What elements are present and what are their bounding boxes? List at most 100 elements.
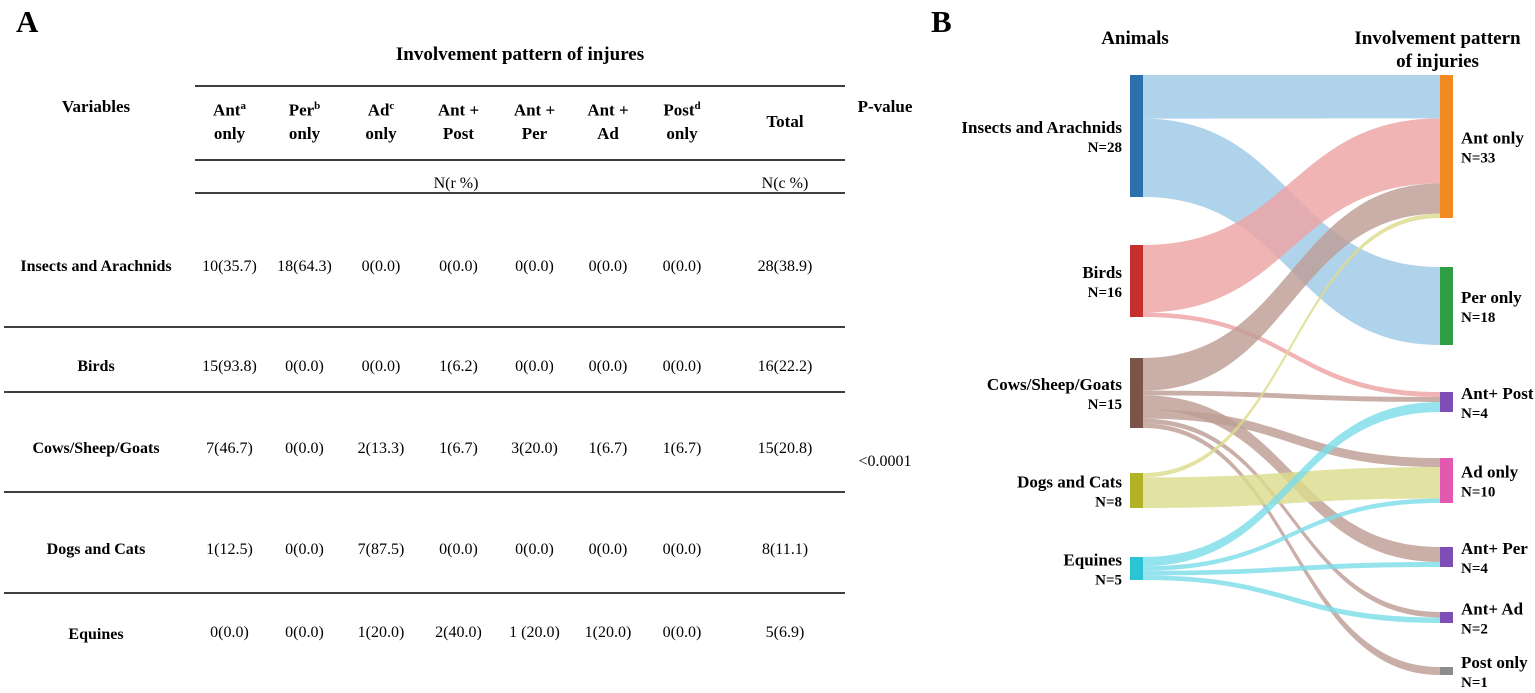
cell: 0(0.0) [285, 440, 324, 457]
row-label: Cows/Sheep/Goats [32, 440, 160, 457]
cell: 0(0.0) [285, 624, 324, 641]
cell: 0(0.0) [588, 540, 628, 558]
cell: 0(0.0) [662, 357, 702, 375]
sankey-node-ant_only [1440, 75, 1453, 218]
sankey-flow-cows-ant_only [1143, 183, 1440, 391]
sankey-node-ant_post [1440, 392, 1453, 412]
col-header-ant-per: Ant + Per [513, 100, 556, 143]
table-row-cows: Cows/Sheep/Goats 7(46.7) 0(0.0) 2(13.3) … [0, 399, 920, 499]
sankey-right-header-line2: of injuries [1396, 51, 1479, 72]
cell: 0(0.0) [361, 258, 401, 275]
sankey-right-header: Involvement pattern of injuries [1340, 27, 1535, 73]
unit-nr: N(r %) [433, 174, 479, 192]
row-label: Birds [77, 357, 115, 375]
table-header-row: Variables Anta only Perb only Adc only Ant … [0, 85, 920, 167]
sankey-node-equines [1130, 557, 1143, 580]
cell: 0(0.0) [662, 624, 702, 641]
col-header-pvalue: P-value [857, 97, 913, 116]
sankey-count-equines: N=5 [1095, 573, 1122, 589]
cell: 2(13.3) [357, 440, 405, 457]
cell: 0(0.0) [285, 540, 324, 558]
cell: 1(6.7) [662, 440, 702, 457]
cell-total: 5(6.9) [765, 624, 805, 641]
sankey-count-per_only: N=18 [1461, 310, 1495, 326]
sankey-count-ant_post: N=4 [1461, 406, 1488, 422]
cell-total: 15(20.8) [757, 440, 813, 457]
panel-a-label: A [16, 4, 39, 39]
cell: 1(6.7) [588, 440, 628, 457]
cell: 0(0.0) [439, 540, 478, 558]
sankey-flow-insects-ant_only [1143, 75, 1440, 119]
col-header-ant-post: Ant + Post [437, 100, 480, 143]
sankey-node-per_only [1440, 267, 1453, 345]
cell: 18(64.3) [277, 258, 332, 275]
table-row-birds: Birds 15(93.8) 0(0.0) 0(0.0) 1(6.2) 0(0.… [0, 334, 920, 399]
sankey-count-insects: N=28 [1088, 140, 1122, 156]
rule-row-2 [4, 391, 845, 393]
col-header-per-only: Perb only [288, 100, 321, 143]
injury-pattern-table: Variables Anta only Perb only Adc only Ant … [0, 85, 920, 693]
sankey-node-insects [1130, 75, 1143, 197]
cell: 10(35.7) [202, 258, 257, 275]
sankey-label-birds: Birds [1082, 263, 1122, 282]
row-label: Dogs and Cats [46, 540, 146, 558]
sankey-node-birds [1130, 245, 1143, 317]
sankey-flow-dogs-ant_only [1143, 213, 1440, 478]
col-header-post-only: Postd only [663, 100, 701, 143]
sankey-flow-cows-ad_only [1143, 409, 1440, 467]
variables-header: Variables [61, 97, 131, 116]
sankey-node-dogs [1130, 473, 1143, 508]
cell: 0(0.0) [439, 258, 478, 275]
sankey-diagram: Insects and Arachnids N=28 Birds N=16 Cows/S… [961, 75, 1534, 691]
cell: 1(6.7) [439, 440, 478, 457]
cell: 0(0.0) [662, 258, 702, 275]
rule-row-4 [4, 592, 845, 594]
sankey-node-ant_per [1440, 547, 1453, 567]
table-row-dogs: Dogs and Cats 1(12.5) 0(0.0) 7(87.5) 0(0… [0, 499, 920, 600]
sankey-flow-equines-ant_per [1143, 562, 1440, 576]
sankey-flow-equines-ant_ad [1143, 575, 1440, 623]
sankey-flow-birds-ant_post [1143, 312, 1440, 397]
cell: 1(12.5) [206, 540, 253, 558]
sankey-label-ant_post: Ant+ Post [1461, 384, 1534, 403]
sankey-count-dogs: N=8 [1095, 495, 1122, 511]
sankey-label-ant_ad: Ant+ Ad [1461, 600, 1524, 619]
sankey-flow-cows-ant_post [1143, 390, 1440, 402]
sankey-label-insects: Insects and Arachnids [961, 118, 1122, 137]
row-label: Equines [68, 626, 124, 643]
sankey-count-ant_ad: N=2 [1461, 622, 1488, 638]
sankey-node-ant_ad [1440, 612, 1453, 623]
cell: 1(20.0) [357, 624, 405, 641]
sankey-node-post_only [1440, 667, 1453, 675]
sankey-flow-cows-post_only [1143, 423, 1440, 675]
sankey-count-cows: N=15 [1088, 397, 1122, 413]
cell: 1(6.2) [439, 357, 478, 375]
rule-header-top [195, 85, 845, 87]
col-header-total: Total [766, 111, 804, 131]
sankey-flow-equines-ant_post [1143, 402, 1440, 567]
table-row-equines: Equines 0(0.0) 0(0.0) 1(20.0) 2(40.0) 1 … [0, 600, 920, 693]
sankey-count-ant_only: N=33 [1461, 151, 1495, 167]
sankey-label-dogs: Dogs and Cats [1017, 473, 1122, 492]
sankey-count-ad_only: N=10 [1461, 485, 1495, 501]
sankey-label-equines: Equines [1063, 551, 1122, 570]
rule-row-3 [4, 491, 845, 493]
cell: 15(93.8) [202, 357, 257, 375]
panel-b-label: B [931, 4, 952, 39]
col-header-ad-only: Adc only [365, 100, 397, 143]
cell: 0(0.0) [361, 357, 401, 375]
sankey-node-cows [1130, 358, 1143, 428]
col-header-ant-ad: Ant + Ad [587, 100, 629, 143]
cell-total: 16(22.2) [757, 357, 813, 375]
cell: 0(0.0) [662, 540, 702, 558]
sankey-right-header-line1: Involvement pattern [1354, 28, 1521, 49]
unit-nc: N(c %) [761, 174, 809, 192]
rule-header-bottom [195, 159, 845, 161]
sankey-flow-equines-ad_only [1143, 498, 1440, 571]
cell: 2(40.0) [435, 624, 482, 641]
sankey-node-ad_only [1440, 458, 1453, 503]
table-title: Involvement pattern of injures [395, 44, 645, 65]
sankey-left-header: Animals [1101, 28, 1169, 49]
sankey-count-post_only: N=1 [1461, 675, 1488, 691]
table-row-insects: Insects and Arachnids 10(35.7) 18(64.3) … [0, 200, 920, 470]
